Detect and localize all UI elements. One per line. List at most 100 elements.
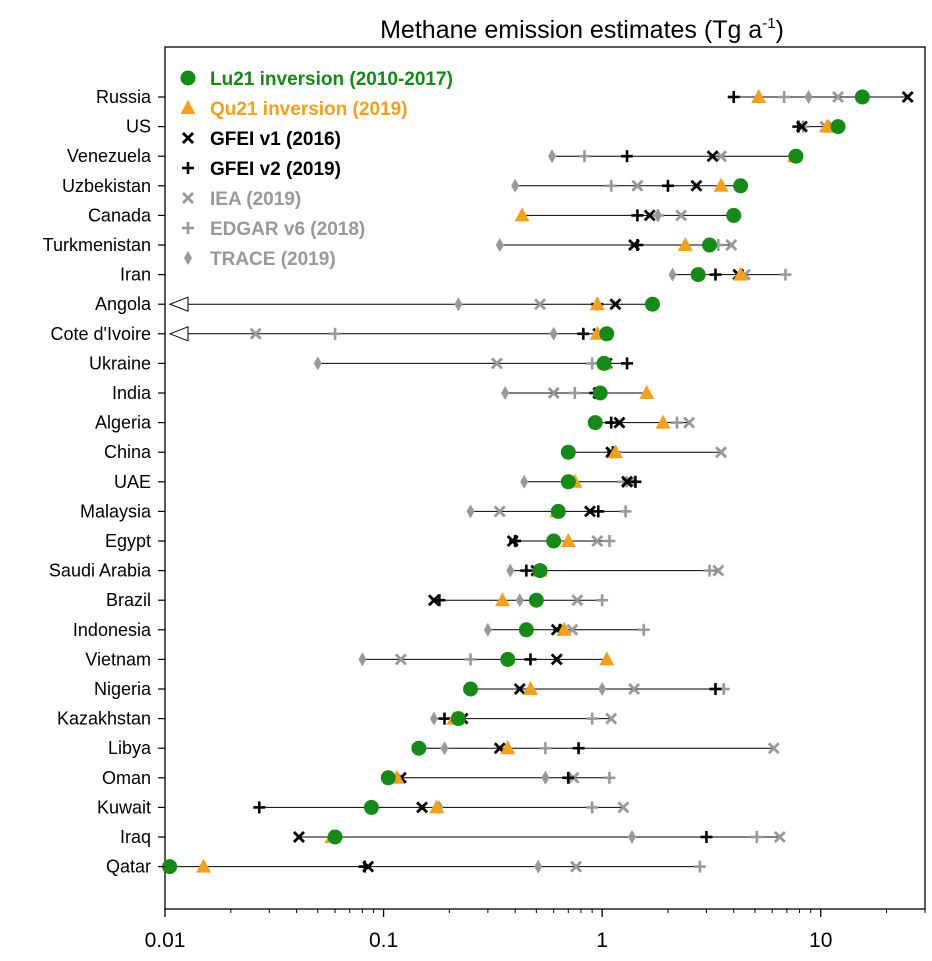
legend-label: GFEI v2 (2019)	[210, 159, 341, 180]
marker-x-stroke-b	[490, 357, 503, 370]
marker-plus	[709, 683, 722, 695]
marker-circle	[327, 829, 343, 845]
category-label: Vietnam	[85, 649, 151, 669]
chart-title-superscript: -1	[762, 15, 775, 32]
legend-label: Lu21 inversion (2010-2017)	[210, 69, 453, 90]
marker-x	[609, 298, 622, 311]
data-markers	[162, 89, 914, 875]
marker-plus	[596, 594, 609, 607]
x-tick-label: 0.01	[145, 929, 186, 952]
marker-x-stroke-b	[617, 801, 630, 814]
legend-marker-x	[182, 132, 194, 144]
marker-x-stroke-b	[643, 209, 656, 222]
marker-diamond	[534, 859, 543, 874]
marker-circle	[788, 148, 804, 164]
marker-diamond	[511, 178, 520, 193]
marker-x-stroke-b	[621, 475, 634, 488]
marker-x	[628, 239, 641, 251]
marker-x	[621, 475, 634, 488]
category-label: Algeria	[95, 413, 152, 433]
chart-title-close: )	[776, 16, 784, 44]
marker-x-stroke-b	[427, 594, 440, 607]
marker-x	[725, 239, 738, 251]
marker-triangle	[522, 681, 538, 695]
marker-circle	[546, 533, 562, 549]
marker-diamond	[628, 830, 637, 844]
marker-plus	[253, 801, 266, 814]
marker-plus	[778, 91, 791, 103]
marker-x-stroke-b	[631, 179, 644, 192]
marker-x-stroke-b	[506, 535, 519, 547]
marker-x-stroke-b	[547, 387, 560, 399]
off-axis-arrow	[168, 296, 189, 312]
marker-plus	[586, 357, 599, 370]
legend-marker-plus	[182, 162, 194, 174]
marker-plus	[520, 564, 533, 577]
category-label: Libya	[108, 738, 152, 758]
marker-circle	[532, 563, 548, 579]
marker-diamond	[466, 504, 475, 519]
marker-triangle	[677, 237, 693, 251]
category-label: Venezuela	[67, 146, 152, 166]
marker-x	[493, 505, 506, 518]
marker-x	[394, 653, 407, 666]
marker-plus	[621, 150, 634, 163]
marker-plus	[700, 831, 713, 843]
marker-x	[416, 801, 429, 814]
legend-marker-x-stroke-b	[182, 192, 194, 204]
category-label: Ukraine	[89, 353, 151, 373]
category-label: Saudi Arabia	[49, 561, 152, 581]
category-label: Egypt	[105, 531, 151, 551]
marker-x-stroke-b	[571, 594, 584, 607]
marker-x	[631, 179, 644, 192]
range-lines	[168, 96, 908, 868]
marker-circle	[733, 178, 749, 194]
category-label: Cote d'Ivoire	[51, 324, 152, 344]
marker-plus	[727, 91, 740, 103]
category-labels: Russia US Venezuela Uzbekistan Canada Turkmen…	[43, 87, 165, 877]
marker-triangle	[819, 118, 835, 133]
category-label: Malaysia	[80, 501, 152, 521]
marker-circle	[550, 503, 566, 519]
marker-circle	[830, 119, 846, 135]
marker-x-stroke-b	[394, 653, 407, 666]
marker-x	[712, 564, 725, 577]
marker-plus	[539, 742, 552, 755]
off-axis-arrow	[168, 326, 189, 342]
marker-x-stroke-b	[416, 801, 429, 814]
marker-x-stroke-b	[712, 564, 725, 577]
marker-triangle	[494, 592, 510, 607]
legend-marker-diamond	[184, 251, 192, 265]
marker-x	[832, 91, 845, 103]
marker-x-stroke-b	[683, 416, 696, 429]
marker-x	[571, 594, 584, 607]
marker-plus	[779, 268, 792, 281]
marker-circle	[363, 799, 379, 815]
plot-frame	[164, 46, 926, 910]
marker-x-stroke-b	[773, 831, 786, 843]
marker-plus	[629, 475, 642, 488]
marker-plus	[631, 209, 644, 222]
marker-circle	[645, 296, 661, 312]
marker-x	[605, 712, 618, 725]
category-label: Kazakhstan	[57, 709, 151, 729]
marker-diamond	[440, 741, 449, 756]
marker-x-stroke-b	[901, 91, 914, 103]
marker-plus	[605, 416, 618, 429]
marker-triangle	[514, 207, 530, 222]
marker-x-stroke-b	[591, 535, 604, 547]
x-tick-label: 1	[596, 929, 608, 952]
marker-x	[362, 860, 375, 873]
marker-x	[706, 150, 719, 163]
marker-diamond	[520, 474, 529, 489]
legend-marker-x	[182, 192, 194, 204]
marker-circle	[500, 651, 516, 667]
marker-x-stroke-b	[767, 742, 780, 755]
marker-circle	[560, 474, 576, 490]
category-label: Kuwait	[97, 797, 151, 817]
marker-x-stroke-b	[675, 209, 688, 222]
marker-plus	[586, 801, 599, 814]
marker-x-stroke-b	[362, 860, 375, 873]
marker-x	[643, 209, 656, 222]
marker-x-stroke-b	[832, 91, 845, 103]
